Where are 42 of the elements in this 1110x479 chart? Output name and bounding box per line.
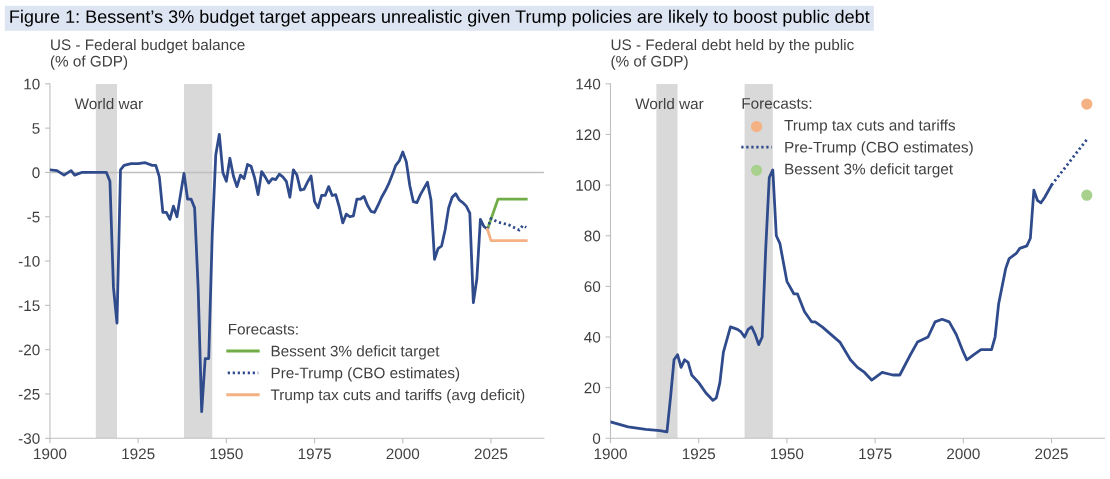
legend-label: Trump tax cuts and tariffs (avg deficit) [270,389,525,404]
y-tick-label: 0 [32,167,40,179]
y-tick-label: -5 [27,211,40,223]
annotation: World war [635,97,704,110]
y-axis-title: US - Federal budget balance (% of GDP) [50,38,245,70]
legend-title: Forecasts: [228,323,298,335]
legend-label: Pre-Trump (CBO estimates) [785,141,973,156]
x-tick-label: 2025 [1035,448,1068,460]
chart-title: Figure 1: Bessent’s 3% budget target appears unrealistic given Trump policies are likely to boost public debt [10,9,870,27]
x-tick-label: 1950 [210,448,243,460]
y-tick-label: 5 [32,123,40,134]
legend-label: Bessent 3% deficit target [271,345,440,360]
y-tick-label: 120 [576,129,601,141]
y-tick-label: 20 [584,382,601,394]
legend-label: Bessent 3% deficit target [785,163,953,178]
y-tick-label: 100 [576,179,601,191]
x-tick-label: 1925 [682,448,716,460]
x-tick-label: 1975 [859,448,892,460]
y-tick-label: -15 [18,300,40,312]
x-tick-label: 1975 [298,448,331,460]
legend-title: Forecasts: [742,98,812,109]
y-tick-label: 10 [24,78,40,90]
y-tick-label: -25 [18,388,40,400]
x-tick-label: 2000 [947,448,980,460]
x-tick-label: 1900 [34,448,67,460]
y-tick-label: 40 [584,331,601,343]
x-tick-label: 2000 [386,448,420,460]
x-tick-label: 1925 [122,448,155,460]
x-tick-label: 1900 [594,448,627,460]
y-tick-label: 0 [592,433,601,444]
annotation: World war [74,97,143,110]
y-tick-label: 140 [576,78,601,90]
legend-label: Pre-Trump (CBO estimates) [271,367,460,382]
y-tick-label: -10 [18,255,40,267]
y-tick-label: 60 [584,281,601,293]
y-tick-label: -20 [18,344,40,356]
x-tick-label: 2025 [474,448,508,460]
y-axis-title: US - Federal debt held by the public (% of GDP) [611,38,854,70]
x-tick-label: 1950 [771,448,804,460]
y-tick-label: 80 [584,230,601,242]
y-tick-label: -30 [18,433,40,444]
legend-label: Trump tax cuts and tariffs [784,119,956,134]
